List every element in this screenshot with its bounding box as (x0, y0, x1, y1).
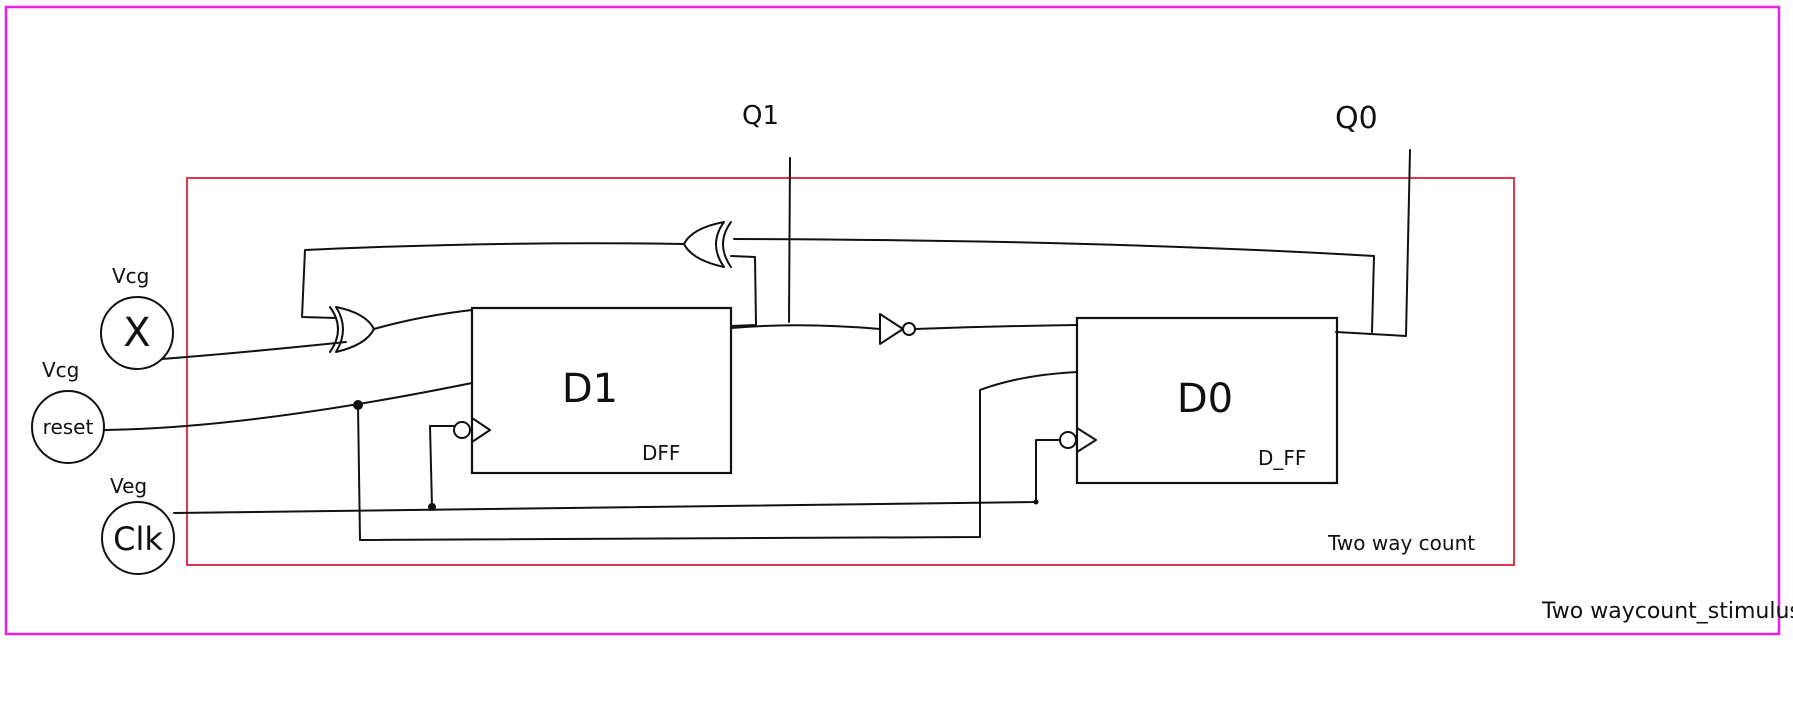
wire-feedback-top (301, 242, 685, 319)
inverter-gate-body (879, 313, 904, 345)
flipflop-d1-type-label: DFF (642, 441, 680, 465)
xor-gate-feedback-body (683, 221, 725, 268)
flipflop-d1-clock-triangle (471, 417, 491, 443)
source-x-type-label: Vcg (112, 264, 149, 288)
q0-output-wire (1335, 149, 1411, 337)
wire-clk-main (173, 439, 1061, 514)
source-x[interactable]: X Vcg (100, 264, 174, 370)
q1-output-label: Q1 (742, 101, 779, 131)
wire-x-to-xor (161, 341, 347, 360)
inverter-gate-bubble (902, 322, 916, 336)
outer-frame-label: Two waycount_stimulus (1541, 599, 1793, 624)
source-x-circle (100, 296, 174, 370)
wire-reset-to-d1 (103, 382, 473, 431)
source-clk-circle (101, 501, 175, 575)
wire-clk-to-d1 (429, 425, 455, 508)
flipflop-d1-body (470, 306, 733, 475)
inner-frame-label: Two way count (1327, 531, 1475, 555)
junction-dot-reset (353, 400, 363, 410)
flipflop-d1-label: D1 (562, 366, 618, 412)
flipflop-d1-clock-bubble (453, 421, 471, 439)
source-clk-type-label: Veg (110, 474, 147, 498)
inverter-gate[interactable] (879, 313, 916, 345)
xor-gate-feedback[interactable] (683, 221, 732, 268)
inner-count-frame (186, 177, 1515, 566)
q0-output-label: Q0 (1335, 101, 1378, 136)
flipflop-d0-body (1075, 316, 1339, 485)
wire-d1-q-to-inverter (730, 324, 881, 330)
xor-gate-input[interactable] (329, 306, 375, 353)
xor-gate-input-body (335, 306, 375, 353)
xor-gate-input-back-curve (329, 306, 339, 353)
source-reset-circle (31, 390, 105, 464)
wire-q1-to-xor-feedback (730, 255, 757, 327)
flipflop-d0-type-label: D_FF (1258, 446, 1306, 470)
outer-stimulus-frame (4, 5, 1781, 636)
source-reset-type-label: Vcg (42, 358, 79, 382)
source-clk[interactable]: Clk Veg (101, 474, 175, 575)
flipflop-d1[interactable]: D1 DFF (453, 306, 733, 475)
junction-dot-clk (428, 503, 436, 511)
source-x-label: X (123, 310, 150, 356)
wire-reset-branch (357, 371, 1078, 541)
flipflop-d0[interactable]: D0 D_FF (1059, 316, 1339, 485)
flipflop-d0-clock-bubble (1059, 431, 1077, 449)
xor-gate-feedback-back-curve (722, 221, 732, 268)
flipflop-d0-label: D0 (1177, 376, 1233, 422)
source-reset[interactable]: reset Vcg (31, 358, 105, 464)
source-clk-label: Clk (113, 520, 163, 558)
wire-inverter-to-d0 (914, 324, 1078, 330)
flipflop-d0-clock-triangle (1076, 427, 1097, 453)
junction-dot-clk-d0 (1033, 499, 1039, 505)
source-reset-label: reset (43, 415, 94, 439)
wire-xor-to-d1 (373, 309, 473, 330)
wire-q0-feedback (733, 238, 1375, 333)
